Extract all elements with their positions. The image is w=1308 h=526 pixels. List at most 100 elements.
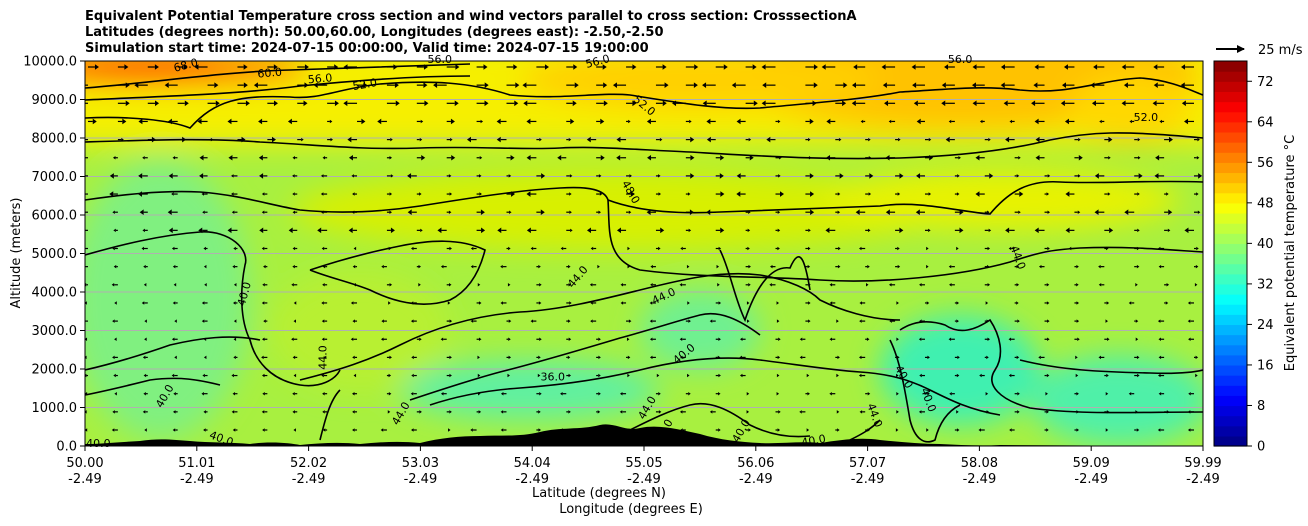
- wind-arrow: [416, 228, 423, 233]
- wind-arrow: [775, 156, 782, 160]
- wind-arrow: [1187, 410, 1194, 414]
- wind-arrow: [736, 173, 746, 179]
- wind-arrow: [566, 337, 572, 341]
- wind-arrow: [263, 264, 268, 269]
- wind-arrow: [386, 174, 394, 178]
- wind-arrow: [262, 428, 268, 432]
- wind-arrow: [626, 174, 632, 178]
- wind-arrow: [1014, 410, 1020, 414]
- wind-arrow: [297, 100, 308, 107]
- contour-line: [889, 339, 961, 443]
- wind-arrow: [411, 355, 417, 360]
- wind-arrow: [261, 210, 268, 214]
- wind-arrow: [566, 210, 572, 214]
- wind-arrow: [884, 100, 896, 107]
- wind-arrow: [470, 319, 477, 323]
- wind-arrow: [117, 82, 130, 88]
- wind-arrow: [655, 428, 661, 432]
- chart-subtitle-coordinates: Latitudes (degrees north): 50.00,60.00, …: [85, 25, 664, 40]
- wind-arrow: [322, 264, 328, 269]
- wind-arrow: [352, 391, 358, 396]
- colorbar-segment: [1214, 354, 1247, 366]
- contour-label-text: 40.0: [86, 437, 111, 450]
- wind-arrow: [566, 228, 573, 233]
- wind-arrow: [261, 192, 268, 196]
- wind-arrow: [536, 337, 542, 341]
- wind-arrow: [85, 428, 88, 432]
- wind-arrow: [446, 192, 453, 196]
- wind-arrow: [775, 428, 781, 432]
- wind-arrow: [919, 319, 925, 323]
- wind-arrow: [619, 391, 627, 396]
- wind-arrow: [805, 64, 818, 70]
- wind-arrow: [1134, 156, 1141, 160]
- wind-arrow: [288, 227, 298, 234]
- wind-arrow: [1135, 337, 1139, 341]
- wind-arrow: [1068, 246, 1075, 251]
- wind-arrow: [1104, 373, 1109, 378]
- wind-arrow: [1104, 410, 1110, 414]
- wind-arrow: [984, 264, 990, 269]
- wind-arrow: [739, 337, 746, 341]
- y-tick-label: 1000.0: [32, 401, 78, 416]
- contour-label: 60.0: [257, 66, 283, 81]
- wind-arrow: [1061, 82, 1075, 88]
- contour-label: 40.0: [800, 432, 826, 449]
- wind-arrow: [806, 428, 810, 432]
- colorbar-segment: [1214, 344, 1247, 356]
- wind-arrow: [805, 319, 811, 323]
- wind-arrow: [232, 428, 238, 432]
- wind-arrow: [446, 210, 452, 214]
- wind-arrow: [746, 301, 750, 305]
- wind-arrow: [855, 209, 866, 215]
- wind-arrow: [1044, 373, 1050, 378]
- wind-arrow: [380, 428, 387, 432]
- wind-arrow: [231, 373, 238, 378]
- wind-arrow: [926, 246, 929, 251]
- wind-arrow: [1044, 192, 1050, 196]
- wind-arrow: [1075, 373, 1079, 378]
- wind-arrow: [775, 228, 781, 233]
- wind-arrow: [233, 337, 237, 341]
- wind-arrow: [476, 301, 482, 305]
- contour-label: 56.0: [307, 71, 333, 86]
- wind-arrow: [138, 173, 148, 179]
- chart-subtitle-times: Simulation start time: 2024-07-15 00:00:…: [85, 41, 649, 56]
- wind-arrow: [895, 264, 901, 269]
- wind-arrow: [321, 210, 328, 214]
- wind-arrow: [507, 373, 510, 378]
- wind-arrow: [407, 209, 417, 215]
- wind-arrow: [655, 137, 663, 142]
- wind-arrow: [476, 227, 486, 234]
- wind-arrow: [1034, 64, 1045, 70]
- wind-arrow: [775, 246, 780, 251]
- wind-arrow: [805, 264, 811, 269]
- wind-arrow: [526, 154, 537, 161]
- wind-arrow: [173, 391, 178, 396]
- wind-arrow: [386, 82, 399, 88]
- wind-arrow: [1124, 209, 1135, 215]
- wind-arrow: [322, 391, 328, 396]
- wind-arrow: [1014, 264, 1020, 269]
- wind-arrow: [1187, 301, 1194, 305]
- wind-arrow: [715, 373, 721, 378]
- x-tick-label-lon: -2.49: [627, 472, 661, 487]
- wind-arrow: [142, 156, 148, 160]
- wind-arrow: [143, 283, 147, 287]
- wind-arrow: [292, 355, 298, 360]
- wind-arrow: [536, 301, 542, 305]
- wind-arrow: [536, 209, 545, 215]
- wind-arrow: [416, 82, 428, 88]
- wind-arrow: [143, 373, 148, 378]
- wind-arrow: [1164, 410, 1170, 414]
- wind-arrow: [736, 118, 746, 125]
- wind-arrow: [835, 428, 840, 432]
- y-tick-label: 3000.0: [32, 324, 78, 339]
- wind-arrow: [112, 210, 118, 214]
- wind-arrow: [715, 391, 721, 396]
- wind-arrow: [506, 355, 512, 360]
- y-tick-label: 9000.0: [32, 93, 78, 108]
- wind-arrow: [237, 100, 250, 107]
- wind-arrow: [171, 192, 178, 196]
- wind-arrow: [1044, 210, 1051, 214]
